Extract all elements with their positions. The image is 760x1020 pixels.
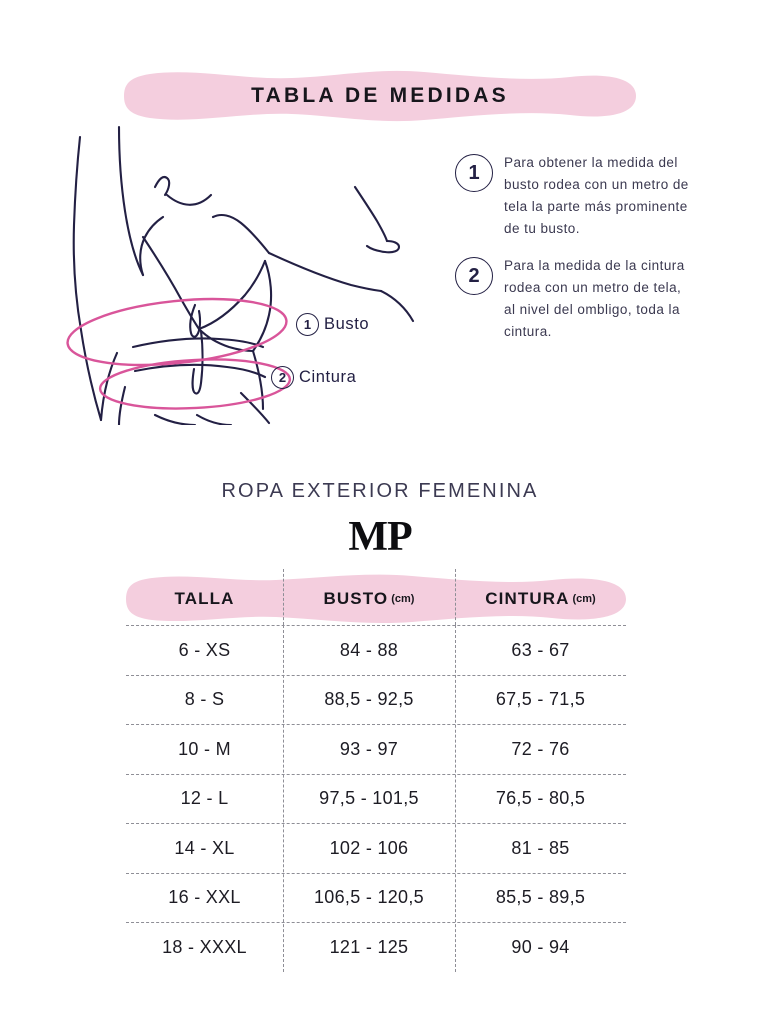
table-row: 14 - XL 102 - 106 81 - 85: [126, 823, 626, 873]
table-header-banner-shape: [126, 574, 626, 624]
cell-cintura: 81 - 85: [511, 837, 570, 858]
cell-busto: 106,5 - 120,5: [314, 887, 424, 908]
instructions-list: 1 Para obtener la medida del busto rodea…: [455, 152, 710, 359]
instruction-2-number: 2: [455, 257, 493, 296]
cell-cintura: 90 - 94: [511, 936, 570, 957]
table-row: 18 - XXXL 121 - 125 90 - 94: [126, 922, 626, 972]
table-body: 6 - XS 84 - 88 63 - 67 8 - S 88,5 - 92,5…: [126, 625, 626, 972]
header-column-divider-2: [455, 569, 456, 625]
cell-busto: 84 - 88: [339, 639, 399, 660]
table-row: 16 - XXL 106,5 - 120,5 85,5 - 89,5: [126, 872, 626, 923]
cell-busto: 102 - 106: [329, 837, 409, 858]
instruction-1-number: 1: [455, 154, 493, 192]
instruction-2-text: Para la medida de la cintura rodea con u…: [504, 258, 685, 340]
col-busto-label: BUSTO: [323, 589, 389, 608]
cell-busto: 97,5 - 101,5: [319, 788, 419, 809]
body-column-divider-1: [283, 625, 284, 972]
cell-talla: 12 - L: [180, 788, 229, 809]
col-cintura-unit: (cm): [572, 593, 596, 605]
callout-busto: 1 Busto: [296, 313, 369, 336]
cell-cintura: 76,5 - 80,5: [495, 788, 586, 809]
callout-cintura-number: 2: [271, 366, 294, 389]
cell-cintura: 63 - 67: [511, 639, 570, 660]
page-title: TABLA DE MEDIDAS: [251, 84, 509, 107]
section-title: ROPA EXTERIOR FEMENINA: [221, 480, 539, 502]
cell-cintura: 85,5 - 89,5: [495, 887, 586, 908]
table-col-header-talla: TALLA: [126, 573, 283, 625]
cell-talla: 18 - XXXL: [162, 936, 247, 957]
table-row: 6 - XS 84 - 88 63 - 67: [126, 625, 626, 675]
table-row: 12 - L 97,5 - 101,5 76,5 - 80,5: [126, 773, 626, 824]
torso-line-art: [72, 125, 415, 427]
callout-cintura-label: Cintura: [299, 368, 357, 386]
table-row: 8 - S 88,5 - 92,5 67,5 - 71,5: [126, 674, 626, 725]
bust-tape-icon: [66, 297, 288, 367]
header-column-divider-1: [283, 569, 284, 625]
cell-busto: 93 - 97: [339, 738, 399, 759]
cell-cintura: 72 - 76: [511, 738, 570, 759]
table-col-header-busto: BUSTO (cm): [283, 573, 455, 625]
body-column-divider-2: [455, 625, 456, 972]
cell-talla: 16 - XXL: [168, 887, 241, 908]
cell-busto: 88,5 - 92,5: [324, 689, 414, 710]
title-banner: TABLA DE MEDIDAS: [124, 70, 636, 122]
measuring-tape-ellipses: [66, 297, 292, 410]
callout-busto-label: Busto: [324, 315, 370, 333]
title-banner-shape: [124, 70, 636, 122]
cell-cintura: 67,5 - 71,5: [495, 689, 586, 710]
col-busto-unit: (cm): [391, 593, 415, 605]
table-col-header-cintura: CINTURA (cm): [455, 573, 626, 625]
col-cintura-label: CINTURA: [485, 589, 570, 608]
table-row: 10 - M 93 - 97 72 - 76: [126, 724, 626, 774]
instruction-item-1: 1 Para obtener la medida del busto rodea…: [455, 152, 710, 239]
brand-logo: MP: [348, 514, 412, 560]
cell-talla: 14 - XL: [174, 837, 235, 858]
cell-talla: 8 - S: [184, 689, 225, 710]
col-talla-label: TALLA: [174, 589, 235, 608]
instruction-1-text: Para obtener la medida del busto rodea c…: [504, 155, 689, 236]
body-measurement-illustration: [55, 125, 415, 427]
callout-busto-number: 1: [296, 313, 319, 336]
callout-cintura: 2 Cintura: [271, 366, 356, 389]
cell-talla: 6 - XS: [178, 639, 231, 660]
cell-talla: 10 - M: [178, 738, 231, 759]
instruction-item-2: 2 Para la medida de la cintura rodea con…: [455, 255, 710, 342]
measurements-table: TALLA BUSTO (cm) CINTURA (cm) 6 - XS 84 …: [126, 569, 626, 972]
table-header: TALLA BUSTO (cm) CINTURA (cm): [126, 569, 626, 625]
cell-busto: 121 - 125: [329, 936, 409, 957]
